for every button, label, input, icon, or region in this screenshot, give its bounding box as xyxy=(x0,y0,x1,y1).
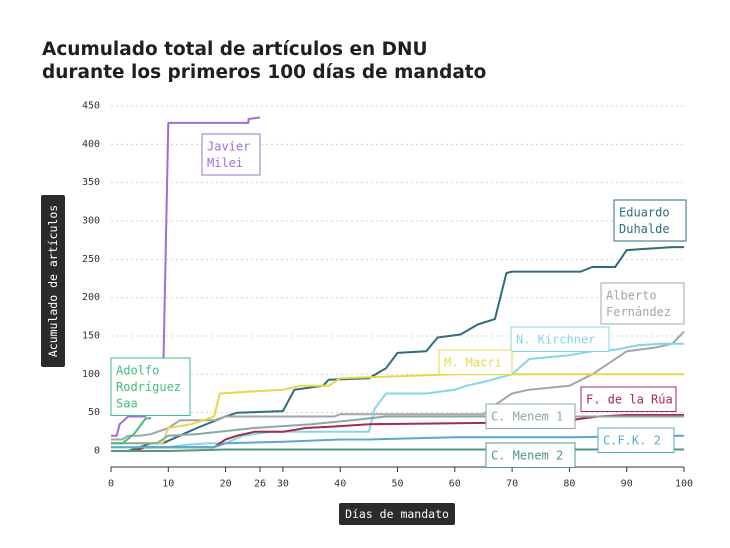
series-labels: Javier Milei Eduardo Duhalde Alberto Fernánde… xyxy=(110,133,687,468)
y-tick-label: 0 xyxy=(94,446,100,457)
y-tick-label: 400 xyxy=(82,139,100,150)
series-label: C.F.K. 2 xyxy=(597,427,675,453)
y-tick-label: 300 xyxy=(82,216,100,227)
series-label: Adolfo Rodríguez Saa xyxy=(110,357,191,416)
series-label: Eduardo Duhalde xyxy=(613,199,687,242)
series-label: Alberto Fernández xyxy=(600,282,685,325)
chart-title: Acumulado total de artículos en DNU dura… xyxy=(42,38,486,84)
series-label-text: Duhalde xyxy=(619,222,670,236)
series-label: M. Macri xyxy=(438,349,513,375)
x-tick-label: 90 xyxy=(621,479,633,490)
series-label: C. Menem 1 xyxy=(485,403,576,429)
series-label-box xyxy=(201,133,261,176)
series-line xyxy=(111,246,684,452)
series-label-text: Alberto xyxy=(606,288,657,302)
series-label-text: Eduardo xyxy=(619,205,670,219)
y-tick-label: 250 xyxy=(82,254,100,265)
series-label-text: Milei xyxy=(207,156,243,170)
x-tick-label: 50 xyxy=(391,479,403,490)
series-label: Javier Milei xyxy=(201,133,261,176)
series-line xyxy=(111,373,684,445)
series-label-text: Javier xyxy=(207,139,250,153)
y-tick-label: 50 xyxy=(88,407,100,418)
series-label-box xyxy=(485,403,576,429)
y-tick-label: 150 xyxy=(82,331,100,342)
series-label-box xyxy=(613,199,687,242)
series-label-text: N. Kirchner xyxy=(516,332,595,346)
x-axis: 0 10 20 26 30 40 50 60 70 80 90 100 xyxy=(108,466,693,490)
series-label-text: C.F.K. 2 xyxy=(603,433,661,447)
y-tick-label: 450 xyxy=(82,101,100,112)
x-tick-label: 100 xyxy=(675,479,693,490)
y-tick-label: 350 xyxy=(82,177,100,188)
series-label-box xyxy=(485,442,576,468)
series-label-box xyxy=(438,349,513,375)
x-axis-title: Días de mandato xyxy=(339,503,455,525)
x-tick-label: 10 xyxy=(162,479,174,490)
series-line xyxy=(111,330,685,441)
series-label-box xyxy=(600,282,685,325)
series-label: C. Menem 2 xyxy=(485,442,576,468)
x-tick-label: 20 xyxy=(220,479,232,490)
series-label-text: M. Macri xyxy=(444,355,502,369)
x-tick-label: 0 xyxy=(108,479,114,490)
series-label: F. de la Rúa xyxy=(580,386,677,412)
series-label-box xyxy=(110,357,191,416)
y-axis-title: Acumulado de artículos xyxy=(41,195,65,367)
series-label-text: C. Menem 2 xyxy=(491,448,563,462)
x-tick-label: 26 xyxy=(254,479,266,490)
y-tick-label: 200 xyxy=(82,292,100,303)
series-line xyxy=(111,434,685,449)
x-tick-label: 30 xyxy=(277,479,289,490)
chart-title-line-2: durante los primeros 100 días de mandato xyxy=(42,62,487,83)
series-label-text: Saa xyxy=(116,396,138,410)
y-tick-label: 100 xyxy=(82,369,100,380)
y-axis-ticks: 0 50 100 150 200 250 300 350 400 450 xyxy=(82,101,100,457)
x-tick-label: 70 xyxy=(506,479,518,490)
series-label-box xyxy=(597,427,675,453)
series-line xyxy=(111,415,684,445)
series-label-box xyxy=(580,386,677,412)
x-tick-label: 40 xyxy=(334,479,346,490)
series-label-text: Rodríguez xyxy=(116,380,181,394)
series-label: N. Kirchner xyxy=(510,326,610,352)
series-label-text: C. Menem 1 xyxy=(491,409,563,423)
x-tick-label: 80 xyxy=(563,479,575,490)
x-axis-label: Días de mandato xyxy=(345,507,449,521)
series-label-text: Fernández xyxy=(606,305,671,319)
series-label-text: F. de la Rúa xyxy=(586,392,673,406)
grid-lines xyxy=(111,105,684,414)
x-tick-label: 60 xyxy=(449,479,461,490)
series-label-text: Adolfo xyxy=(116,363,159,377)
chart-title-line-1: Acumulado total de artículos en DNU xyxy=(42,39,428,60)
series-line xyxy=(111,417,152,445)
series-label-box xyxy=(510,326,610,352)
y-axis-label: Acumulado de artículos xyxy=(46,205,60,357)
